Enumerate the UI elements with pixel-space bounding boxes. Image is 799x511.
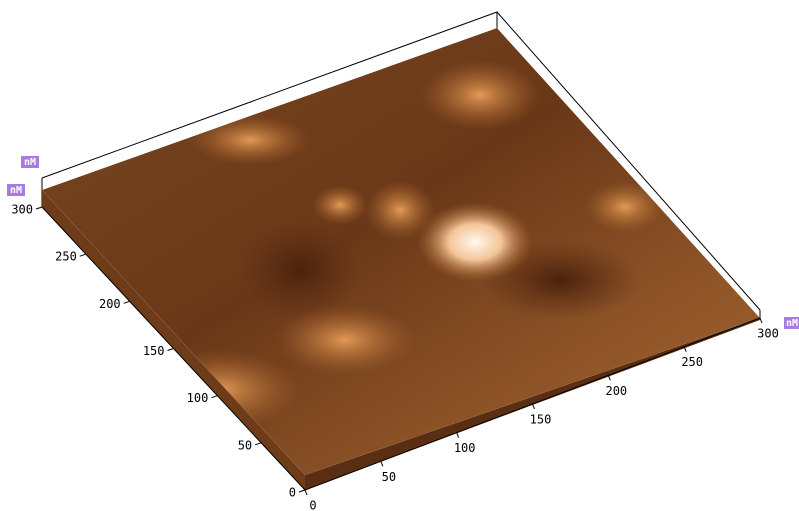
x-axis-tick-label: 50: [382, 470, 396, 484]
z-axis-label: nM: [24, 157, 36, 168]
y-axis-tick: [124, 301, 130, 303]
x-axis-tick: [381, 461, 383, 466]
x-axis-tick-label: 200: [605, 384, 627, 398]
x-axis-tick-label: 100: [454, 441, 476, 455]
y-axis-tick: [36, 207, 42, 209]
y-axis-tick-label: 50: [238, 438, 252, 452]
y-axis-label: nM: [10, 185, 22, 196]
y-axis-tick: [80, 254, 86, 256]
chart: 050100150200250300050100150200250300 nM …: [0, 0, 799, 511]
y-axis-tick-label: 300: [11, 203, 33, 217]
x-axis-tick-label: 0: [309, 499, 316, 511]
x-axis-tick: [533, 404, 535, 409]
y-axis-tick-label: 200: [99, 297, 121, 311]
x-axis-tick: [305, 490, 307, 495]
y-axis-tick-label: 0: [289, 486, 296, 500]
x-axis-tick: [760, 318, 762, 323]
x-axis-tick-label: 150: [530, 413, 552, 427]
y-axis-tick-label: 150: [143, 344, 165, 358]
y-axis-tick: [299, 490, 305, 492]
y-axis-tick: [168, 349, 174, 351]
x-axis-tick-label: 300: [757, 327, 779, 341]
x-axis-tick: [457, 433, 459, 438]
y-axis-tick: [211, 396, 217, 398]
y-axis-tick-label: 100: [187, 391, 209, 405]
x-axis-tick-label: 250: [681, 355, 703, 369]
surface: [42, 28, 760, 475]
y-axis-tick: [255, 443, 261, 445]
x-axis-label: nM: [786, 318, 798, 329]
y-axis-tick-label: 250: [55, 250, 77, 264]
